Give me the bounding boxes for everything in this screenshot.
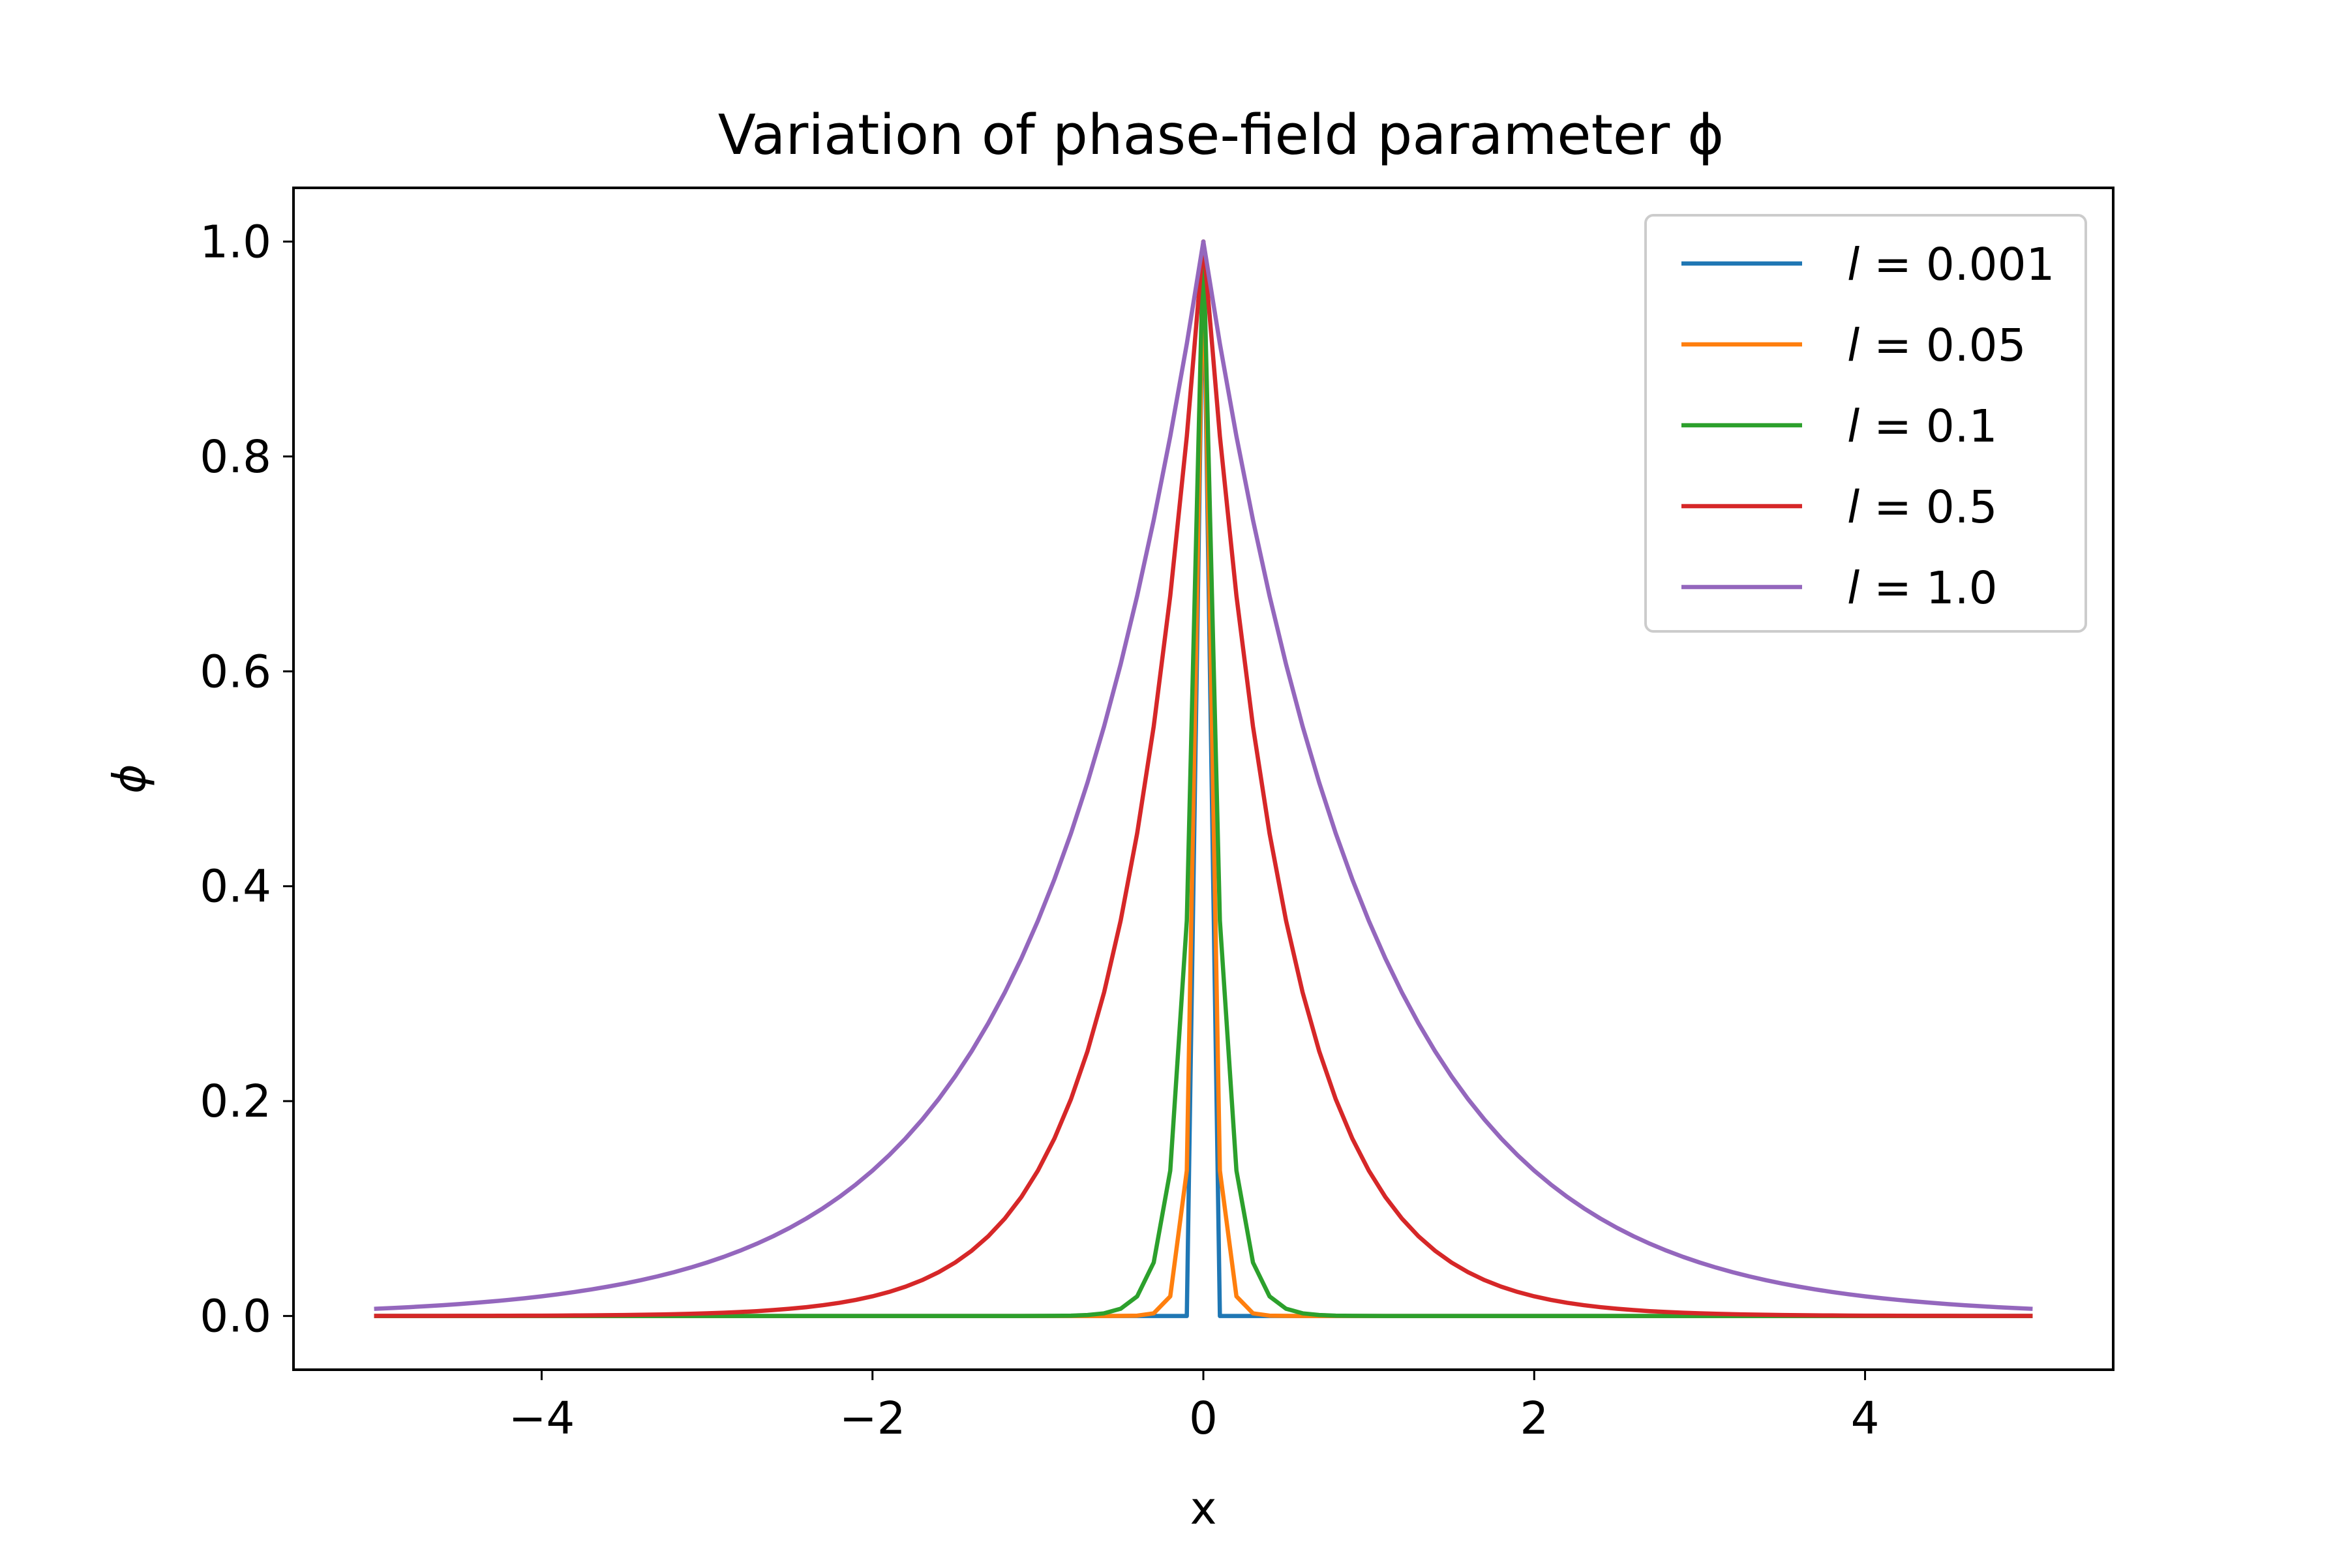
legend: l = 0.001 l = 0.05 l = 0.1 l = 0.5 l = 1.0 bbox=[1644, 214, 2087, 633]
legend-frame bbox=[1644, 214, 2087, 633]
x-axis-ticks: −4 −2 0 2 4 bbox=[509, 1370, 1880, 1445]
legend-entry: l = 1.0 bbox=[1681, 562, 1998, 614]
x-tick-label: 0 bbox=[1189, 1393, 1218, 1445]
legend-entry: l = 0.05 bbox=[1681, 320, 2026, 372]
legend-entry: l = 0.1 bbox=[1681, 400, 1998, 453]
y-tick-label: 0.8 bbox=[200, 431, 271, 483]
x-tick-label: 4 bbox=[1851, 1393, 1880, 1445]
y-axis-ticks: 0.0 0.2 0.4 0.6 0.8 1.0 bbox=[200, 216, 294, 1343]
y-tick-label: 0.2 bbox=[200, 1076, 271, 1128]
legend-entry: l = 0.5 bbox=[1681, 481, 1998, 534]
x-tick-label: −4 bbox=[509, 1393, 575, 1445]
legend-label: l = 0.1 bbox=[1847, 400, 1998, 453]
legend-label: l = 0.001 bbox=[1847, 239, 2054, 291]
y-axis-label: ϕ bbox=[104, 764, 156, 794]
y-tick-label: 0.4 bbox=[200, 861, 271, 913]
y-tick-label: 1.0 bbox=[200, 216, 271, 268]
x-tick-label: 2 bbox=[1520, 1393, 1548, 1445]
series-line-5 bbox=[374, 239, 2033, 1311]
plot-area bbox=[374, 239, 2033, 1318]
x-axis-label: x bbox=[1190, 1483, 1217, 1535]
y-tick-label: 0.0 bbox=[200, 1291, 271, 1343]
y-tick-label: 0.6 bbox=[200, 646, 271, 698]
legend-label: l = 1.0 bbox=[1847, 562, 1998, 614]
chart-title: Variation of phase-field parameter ϕ bbox=[718, 103, 1724, 168]
legend-entry: l = 0.001 bbox=[1681, 239, 2054, 291]
x-tick-label: −2 bbox=[839, 1393, 906, 1445]
legend-items: l = 0.001 l = 0.05 l = 0.1 l = 0.5 l = 1.0 bbox=[1681, 239, 2054, 614]
legend-label: l = 0.05 bbox=[1847, 320, 2026, 372]
legend-label: l = 0.5 bbox=[1847, 481, 1998, 534]
